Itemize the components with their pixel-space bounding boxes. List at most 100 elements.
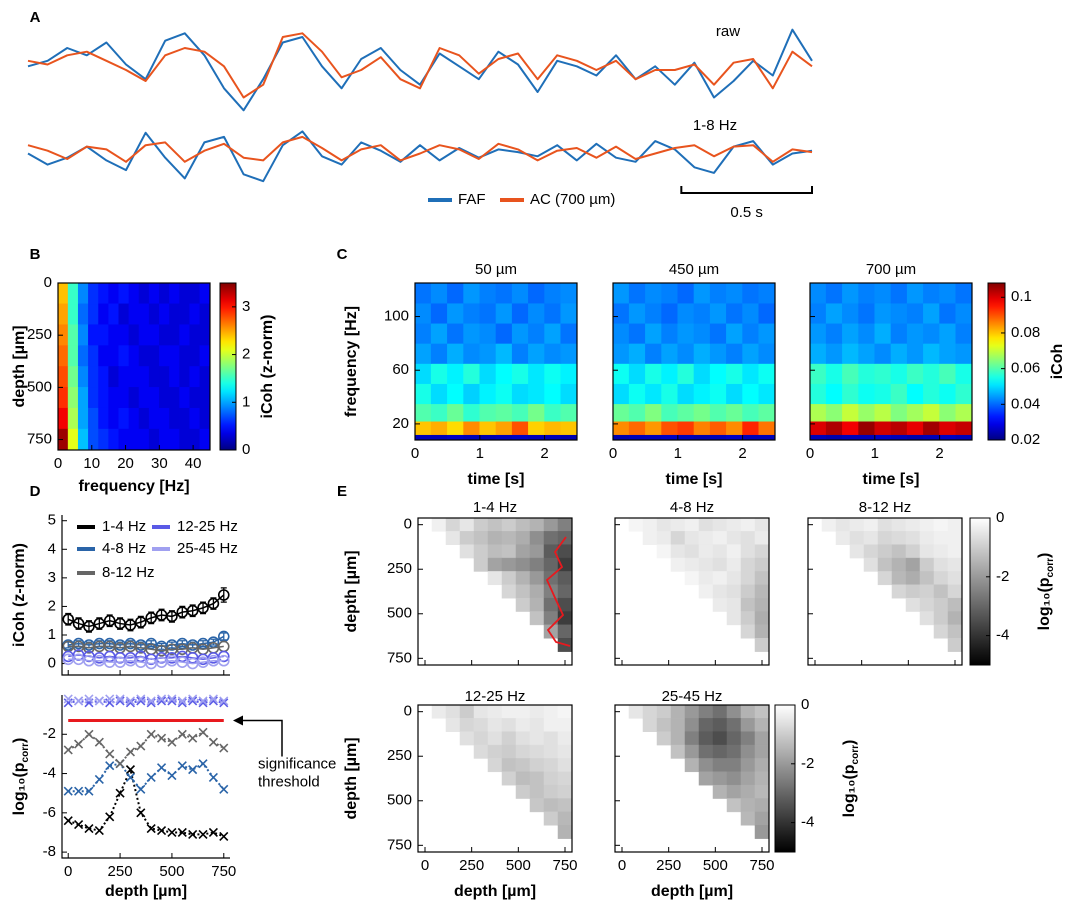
heatmap-cell xyxy=(693,282,711,304)
point xyxy=(177,827,187,838)
heatmap-cell xyxy=(199,303,211,326)
y-tick-label: 20 xyxy=(392,415,409,432)
x-axis-label: depth [µm] xyxy=(105,883,187,900)
matrix-cell xyxy=(557,584,573,599)
heatmap-cell xyxy=(118,345,130,367)
matrix-cell xyxy=(919,584,935,599)
heatmap-cell xyxy=(463,383,481,405)
point xyxy=(166,610,178,623)
heatmap-cell xyxy=(430,343,448,364)
heatmap-cell xyxy=(842,282,859,304)
heatmap-cell xyxy=(612,383,630,405)
point xyxy=(198,727,208,737)
x-axis-label: time [s] xyxy=(666,471,723,488)
matrix-cell xyxy=(740,544,756,559)
heatmap-cell xyxy=(858,322,876,344)
matrix-cell xyxy=(712,517,728,532)
colorbar-tick-label: 0.08 xyxy=(1011,324,1040,341)
matrix-cell xyxy=(933,531,949,545)
panel-letter: E xyxy=(337,483,347,500)
heatmap-cell xyxy=(118,428,130,451)
heatmap-cell xyxy=(906,363,924,384)
heatmap-cell xyxy=(77,366,89,388)
label-part: ) xyxy=(1036,553,1053,558)
colorbar-tick-label: 2 xyxy=(242,346,250,363)
heatmap-cell xyxy=(560,383,578,405)
matrix-cell xyxy=(487,531,503,545)
error-bar xyxy=(220,632,227,641)
y-tick-label: 0 xyxy=(404,703,412,720)
heatmap-cell xyxy=(511,434,529,441)
heatmap-cell xyxy=(809,282,827,304)
heatmap-cell xyxy=(495,403,513,422)
heatmap-cell xyxy=(430,322,448,344)
panel-title: 1-4 Hz xyxy=(473,499,517,516)
y-tick-label: 5 xyxy=(48,512,56,529)
heatmap-cell xyxy=(159,324,170,346)
matrix-cell xyxy=(726,597,742,612)
heatmap-cell xyxy=(906,322,924,344)
heatmap-cell xyxy=(612,420,630,435)
heatmap-cell xyxy=(923,282,940,304)
heatmap-cell xyxy=(923,434,940,441)
point xyxy=(156,696,167,706)
matrix-cell xyxy=(754,771,770,786)
matrix-cell xyxy=(501,771,517,786)
matrix-cell xyxy=(445,704,461,719)
heatmap-cell xyxy=(179,282,191,305)
heatmap-cell xyxy=(430,420,448,435)
matrix-cell xyxy=(670,517,686,532)
matrix-cell xyxy=(891,531,907,545)
heatmap-cell xyxy=(495,343,513,364)
colorbar-tick-label: 3 xyxy=(242,298,250,315)
matrix-cell xyxy=(459,531,475,545)
matrix-cell xyxy=(684,744,700,759)
point xyxy=(63,786,73,796)
point xyxy=(188,694,198,704)
heatmap-cell xyxy=(858,434,876,441)
matrix-cell xyxy=(947,531,963,545)
matrix-cell xyxy=(740,718,756,732)
y-axis-label: log₁₀(pcorr) xyxy=(11,738,31,816)
x-tick-label: 750 xyxy=(552,857,577,874)
heatmap-cell xyxy=(463,363,481,384)
heatmap-cell xyxy=(430,434,448,441)
y-tick-label: 0 xyxy=(44,274,52,291)
heatmap-cell xyxy=(874,302,892,324)
heatmap-cell xyxy=(955,420,973,435)
point xyxy=(188,829,198,839)
heatmap-cell xyxy=(874,403,892,422)
heatmap-cell xyxy=(88,282,99,305)
point xyxy=(115,788,125,798)
heatmap-cell xyxy=(693,302,711,324)
point xyxy=(74,786,84,796)
heatmap-cell xyxy=(858,343,876,364)
matrix-cell xyxy=(947,517,963,532)
matrix-cell xyxy=(529,771,545,786)
heatmap-cell xyxy=(612,322,630,344)
heatmap-cell xyxy=(858,282,876,304)
heatmap-cell xyxy=(528,282,545,304)
heatmap-cell xyxy=(189,303,201,326)
matrix-cell xyxy=(933,571,949,586)
matrix-cell xyxy=(501,731,517,746)
heatmap-cell xyxy=(88,407,99,430)
heatmap-cell xyxy=(463,403,481,422)
heatmap-cell xyxy=(169,303,180,326)
matrix-cell xyxy=(656,731,672,746)
heatmap-cell xyxy=(128,407,140,430)
heatmap-cell xyxy=(645,403,662,422)
heatmap-cell xyxy=(528,383,545,405)
matrix-cell xyxy=(459,718,475,732)
heatmap-cell xyxy=(511,383,529,405)
heatmap-cell xyxy=(693,420,711,435)
heatmap-cell xyxy=(118,324,130,346)
heatmap-cell xyxy=(842,420,859,435)
heatmap-cell xyxy=(108,428,120,451)
matrix-cell xyxy=(431,517,447,532)
x-tick-label: 500 xyxy=(506,857,531,874)
matrix-cell xyxy=(726,758,742,773)
heatmap-cell xyxy=(677,363,695,384)
matrix-cell xyxy=(684,531,700,545)
heatmap-cell xyxy=(179,407,191,430)
